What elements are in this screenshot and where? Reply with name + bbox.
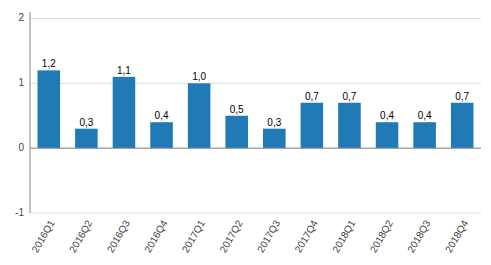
x-tick-label: 2018Q1 [330,218,358,255]
data-label: 0,3 [267,117,281,128]
bar [413,122,436,148]
data-label: 0,7 [343,91,357,102]
chart: -1 0 1 2 1,2 0,3 1,1 0,4 1,0 0,5 0,3 0,7 0,7 0,4 0,4 0,… [0,0,491,265]
bar [301,103,324,148]
x-tick-label: 2017Q1 [180,218,208,255]
x-tick-label: 2016Q4 [142,218,170,255]
data-label: 0,4 [155,110,169,121]
x-tick-label: 2016Q1 [29,218,57,255]
bar [338,103,361,148]
x-tick-label: 2017Q2 [217,218,245,255]
x-tick-label: 2018Q4 [443,218,471,255]
data-label: 0,7 [305,91,319,102]
bar [225,116,248,148]
grid-line [30,83,481,84]
y-tick-label: -1 [15,207,24,218]
x-tick-label: 2016Q3 [105,218,133,255]
x-tick-label: 2018Q3 [405,218,433,255]
data-label: 1,1 [117,65,131,76]
bar [451,103,474,148]
x-tick-label: 2017Q3 [255,218,283,255]
grid-line [30,148,481,149]
data-label: 0,4 [380,110,394,121]
x-tick-label: 2017Q4 [293,218,321,255]
y-axis-line [30,12,31,213]
data-label: 1,2 [42,58,56,69]
x-tick-label: 2016Q2 [67,218,95,255]
y-tick-label: 1 [18,77,24,88]
x-tick-label: 2018Q2 [368,218,396,255]
bar [263,129,286,148]
bar [75,129,98,148]
data-label: 0,4 [418,110,432,121]
bar [150,122,173,148]
data-label: 0,7 [455,91,469,102]
y-tick-label: 0 [18,142,24,153]
zero-line [30,148,481,149]
bar [38,70,61,148]
bars [38,70,474,148]
data-label: 0,3 [79,117,93,128]
bar [376,122,399,148]
grid-line [30,18,481,19]
data-label: 0,5 [230,104,244,115]
data-label: 1,0 [192,71,206,82]
y-tick-label: 2 [18,12,24,23]
bar [113,77,136,148]
grid-line [30,213,481,214]
bar [188,83,211,148]
